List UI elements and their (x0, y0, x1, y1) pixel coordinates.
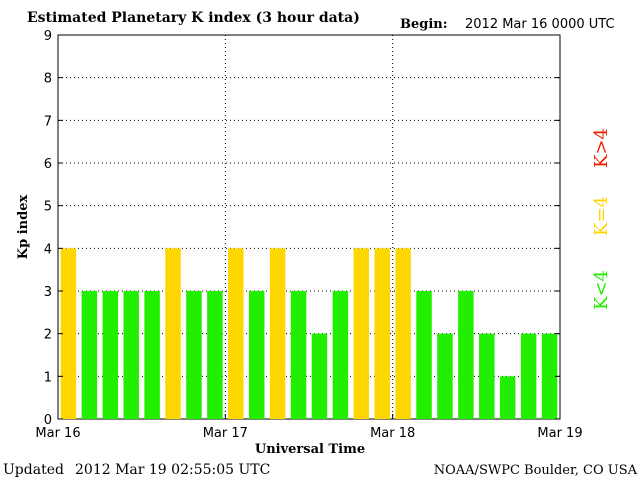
y-axis-label: Kp index (16, 195, 31, 260)
y-tick-labels: 0 1 2 3 4 5 6 7 8 9 (44, 29, 560, 428)
x-tick-label: Mar 16 (35, 426, 80, 441)
kp-bar (353, 248, 370, 419)
gridlines (58, 35, 560, 419)
kp-bar (207, 291, 223, 419)
kp-bar (458, 291, 474, 419)
source-credit: NOAA/SWPC Boulder, CO USA (434, 463, 638, 478)
kp-bar (60, 248, 77, 419)
kp-bar (290, 291, 307, 419)
y-tick-label: 9 (44, 29, 52, 44)
legend-k-less-4: K<4 (591, 270, 612, 310)
kp-bar (541, 333, 558, 419)
kp-bar (144, 291, 160, 419)
y-tick-label: 7 (44, 114, 52, 129)
begin-value: 2012 Mar 16 0000 UTC (465, 17, 615, 32)
kp-bar (374, 248, 390, 419)
bars (60, 248, 558, 419)
updated-value: 2012 Mar 19 02:55:05 UTC (75, 462, 270, 478)
kp-bar (102, 291, 119, 419)
chart-title: Estimated Planetary K index (3 hour data… (27, 10, 360, 26)
kp-bar (165, 248, 181, 419)
kp-bar (228, 248, 244, 419)
y-tick-label: 6 (44, 157, 52, 172)
x-tick-label: Mar 17 (203, 426, 248, 441)
kp-bar (248, 291, 265, 419)
legend-k-greater-4: K>4 (591, 128, 612, 168)
kp-bar (123, 291, 139, 419)
y-tick-label: 2 (44, 328, 52, 343)
x-tick-labels: Mar 16 Mar 17 Mar 18 Mar 19 (35, 414, 583, 441)
kp-bar (332, 291, 349, 419)
kp-bar (520, 333, 537, 419)
y-tick-label: 8 (44, 72, 52, 87)
y-tick-label: 4 (44, 242, 52, 257)
y-tick-label: 1 (44, 370, 52, 385)
kp-bar (479, 333, 495, 419)
updated-label: Updated (3, 462, 64, 478)
x-tick-label: Mar 18 (370, 426, 415, 441)
y-tick-label: 0 (44, 413, 52, 428)
y-tick-label: 3 (44, 285, 52, 300)
kp-bar (81, 291, 98, 419)
kp-bar (437, 333, 453, 419)
plot-frame (57, 34, 561, 420)
kp-bar (269, 248, 286, 419)
x-axis-label: Universal Time (255, 442, 365, 457)
legend-k-equal-4: K=4 (591, 196, 612, 236)
kp-bar (499, 376, 516, 419)
kp-bar (395, 248, 411, 419)
kp-bar (311, 333, 328, 419)
kp-bar (416, 291, 432, 419)
x-tick-label: Mar 19 (537, 426, 582, 441)
y-tick-label: 5 (44, 200, 52, 215)
kp-bar (186, 291, 202, 419)
begin-label: Begin: (400, 17, 448, 32)
